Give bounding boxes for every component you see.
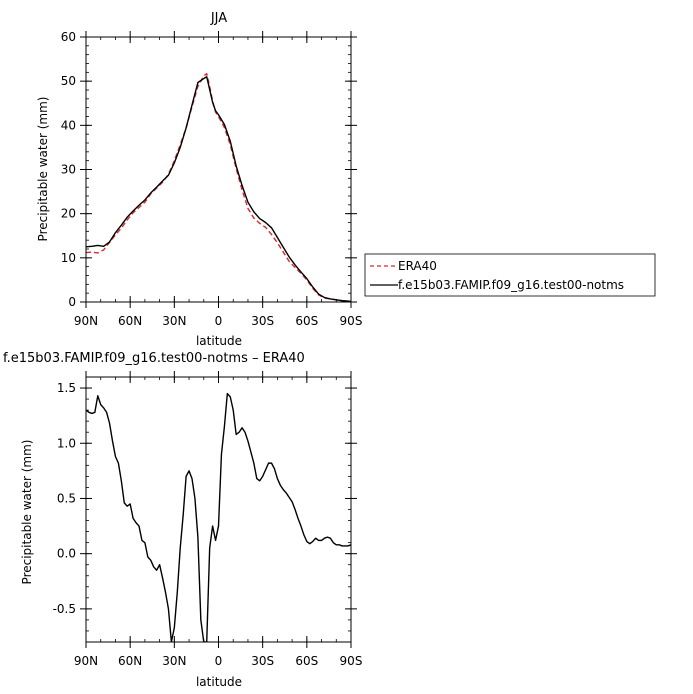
y-tick-label: 1.0	[57, 436, 76, 450]
legend-label-model: f.e15b03.FAMIP.f09_g16.test00-notms	[398, 278, 624, 292]
x-tick-label: 30S	[251, 654, 274, 668]
top-y-axis-label: Precipitable water (mm)	[36, 97, 50, 242]
series-line-era40	[86, 72, 351, 302]
y-tick-label: -0.5	[53, 602, 76, 616]
y-tick-label: 40	[61, 118, 76, 132]
bottom-x-axis-label: latitude	[196, 675, 242, 689]
x-tick-label: 0	[215, 654, 223, 668]
y-tick-label: 0.5	[57, 491, 76, 505]
x-tick-label: 0	[215, 314, 223, 328]
y-tick-label: 30	[61, 163, 76, 177]
bottom-panel-lines	[86, 392, 351, 642]
y-tick-label: 60	[61, 30, 76, 44]
y-tick-label: 0	[68, 295, 76, 309]
y-tick-label: 10	[61, 251, 76, 265]
x-tick-label: 60N	[118, 314, 142, 328]
bottom-y-ticks: -0.5 0.0 0.5 1.0 1.5	[53, 376, 357, 643]
top-panel-title: JJA	[210, 11, 227, 26]
legend-label-era40: ERA40	[398, 259, 437, 273]
bottom-x-ticks: 90N 60N 30N 0 30S 60S 90S	[74, 371, 363, 668]
y-tick-label: 0.0	[57, 547, 76, 561]
legend: ERA40 f.e15b03.FAMIP.f09_g16.test00-notm…	[364, 253, 656, 297]
legend-box	[364, 253, 656, 297]
x-tick-label: 60S	[295, 314, 318, 328]
bottom-panel-title: f.e15b03.FAMIP.f09_g16.test00-notms – ER…	[3, 351, 305, 366]
top-y-ticks: 0 10 20 30 40 50 60	[61, 30, 357, 309]
top-x-axis-label: latitude	[196, 334, 242, 348]
series-line-difference	[86, 392, 351, 642]
x-tick-label: 30S	[251, 314, 274, 328]
top-panel: JJA 0 10 20 30 40 50 60 90N 60N 30N 0 30S 60S 90S Pr…	[36, 11, 656, 348]
x-tick-label: 60N	[118, 654, 142, 668]
y-tick-label: 50	[61, 74, 76, 88]
bottom-y-axis-label: Precipitable water (mm)	[20, 440, 34, 585]
top-panel-lines	[86, 72, 351, 302]
y-tick-label: 1.5	[57, 381, 76, 395]
top-plot-frame	[85, 36, 352, 303]
x-tick-label: 90N	[74, 314, 98, 328]
x-tick-label: 90S	[340, 314, 363, 328]
top-x-ticks: 90N 60N 30N 0 30S 60S 90S	[74, 31, 363, 328]
x-tick-label: 90S	[340, 654, 363, 668]
x-tick-label: 60S	[295, 654, 318, 668]
bottom-panel: f.e15b03.FAMIP.f09_g16.test00-notms – ER…	[3, 351, 362, 689]
x-tick-label: 30N	[162, 654, 186, 668]
x-tick-label: 30N	[162, 314, 186, 328]
series-line-f-e15b03-famip-f09-g16-test00-notms	[86, 76, 351, 302]
x-tick-label: 90N	[74, 654, 98, 668]
y-tick-label: 20	[61, 207, 76, 221]
